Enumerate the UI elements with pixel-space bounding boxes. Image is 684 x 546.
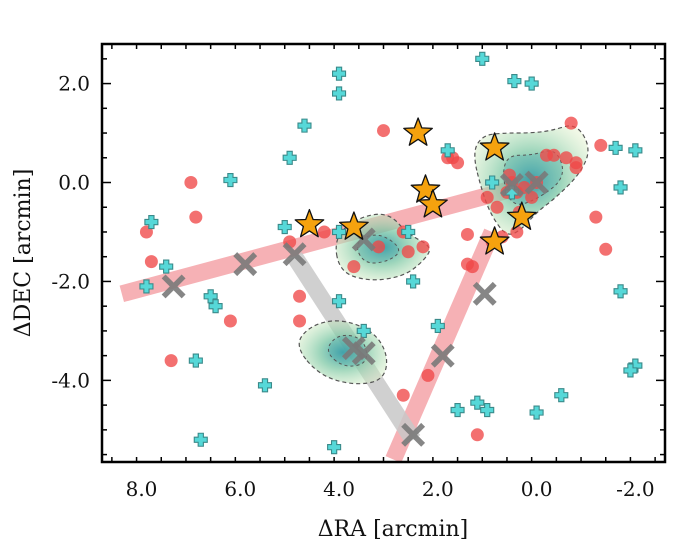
x-tick-label: 6.0 bbox=[224, 477, 256, 501]
red-galaxy-point bbox=[465, 260, 479, 274]
cyan-galaxy-point bbox=[450, 403, 465, 418]
cyan-galaxy-point bbox=[332, 224, 347, 240]
red-galaxy-point bbox=[451, 156, 465, 170]
cyan-galaxy-point bbox=[524, 76, 539, 91]
red-galaxy-point bbox=[569, 161, 583, 175]
red-galaxy-point bbox=[564, 116, 578, 130]
cyan-galaxy-point bbox=[623, 363, 638, 378]
star-point bbox=[506, 201, 537, 230]
cyan-galaxy-point bbox=[159, 259, 174, 274]
red-galaxy-point bbox=[396, 388, 410, 402]
star-point bbox=[479, 132, 510, 161]
x-marker-point bbox=[401, 422, 426, 447]
red-galaxy-point bbox=[223, 314, 237, 328]
y-tick-label: -2.0 bbox=[51, 269, 90, 293]
cyan-galaxy-point bbox=[475, 51, 490, 66]
cyan-galaxy-point bbox=[507, 74, 522, 89]
star-point bbox=[338, 211, 369, 240]
cyan-galaxy-point bbox=[193, 432, 208, 447]
cyan-galaxy-point bbox=[208, 299, 223, 314]
x-tick-label: -2.0 bbox=[616, 477, 655, 501]
cyan-galaxy-point bbox=[188, 353, 203, 368]
cyan-galaxy-point bbox=[608, 140, 623, 155]
x-axis-label: ΔRA [arcmin] bbox=[318, 517, 469, 542]
x-marker-point bbox=[430, 343, 455, 368]
x-marker-point bbox=[161, 274, 186, 299]
y-tick-label: 2.0 bbox=[58, 72, 90, 96]
red-galaxy-point bbox=[416, 240, 430, 254]
star-point bbox=[479, 226, 510, 255]
red-galaxy-point bbox=[421, 368, 435, 382]
red-galaxy-point bbox=[480, 190, 494, 204]
red-galaxy-point bbox=[372, 240, 386, 254]
cyan-galaxy-point bbox=[613, 180, 628, 195]
x-marker-point bbox=[233, 252, 258, 277]
x-marker-point bbox=[351, 341, 376, 366]
red-galaxy-point bbox=[589, 210, 603, 224]
red-galaxy-point bbox=[470, 428, 484, 442]
y-tick-label: 0.0 bbox=[58, 171, 90, 195]
red-galaxy-point bbox=[599, 242, 613, 256]
red-galaxy-point bbox=[293, 289, 307, 303]
red-galaxy-point bbox=[594, 138, 608, 152]
cyan-galaxy-point bbox=[277, 219, 292, 235]
cyan-galaxy-point bbox=[282, 150, 297, 165]
cyan-galaxy-point bbox=[332, 66, 347, 81]
cyan-galaxy-point bbox=[401, 224, 416, 240]
cyan-galaxy-point bbox=[554, 388, 569, 403]
x-marker-point bbox=[282, 242, 307, 267]
cyan-galaxy-point bbox=[144, 215, 159, 230]
x-marker-point bbox=[524, 170, 549, 195]
cyan-galaxy-point bbox=[257, 378, 273, 393]
red-galaxy-point bbox=[189, 210, 203, 224]
cyan-galaxy-point bbox=[628, 358, 643, 373]
red-galaxy-point bbox=[377, 124, 390, 138]
y-tick-label: -4.0 bbox=[51, 368, 90, 392]
cyan-galaxy-point bbox=[356, 323, 371, 338]
x-marker-point bbox=[472, 281, 497, 306]
star-point bbox=[403, 117, 433, 146]
star-point bbox=[294, 208, 325, 238]
cyan-galaxy-point bbox=[485, 175, 500, 190]
cyan-galaxy-point bbox=[480, 403, 495, 418]
cyan-galaxy-point bbox=[529, 405, 544, 420]
red-galaxy-point bbox=[347, 260, 361, 274]
red-galaxy-point bbox=[164, 354, 178, 368]
cyan-galaxy-point bbox=[332, 294, 347, 309]
cyan-galaxy-point bbox=[430, 318, 445, 334]
cyan-galaxy-point bbox=[332, 86, 347, 101]
cyan-galaxy-point bbox=[139, 279, 154, 294]
red-galaxy-point bbox=[559, 151, 573, 165]
red-galaxy-point bbox=[293, 314, 307, 328]
cyan-galaxy-point bbox=[223, 172, 238, 188]
x-tick-label: 8.0 bbox=[126, 477, 158, 501]
star-point bbox=[417, 189, 448, 218]
cyan-galaxy-point bbox=[327, 440, 342, 455]
red-galaxy-point bbox=[144, 255, 158, 269]
cyan-galaxy-point bbox=[440, 143, 455, 158]
cyan-galaxy-point bbox=[470, 395, 485, 410]
cyan-galaxy-point bbox=[406, 274, 421, 289]
red-galaxy-point bbox=[317, 225, 331, 239]
red-galaxy-point bbox=[547, 148, 561, 162]
x-tick-label: 4.0 bbox=[323, 477, 355, 501]
red-galaxy-point bbox=[460, 227, 474, 241]
red-galaxy-point bbox=[401, 245, 415, 259]
red-galaxy-point bbox=[184, 176, 198, 190]
star-point bbox=[410, 174, 441, 203]
red-galaxy-point bbox=[490, 200, 504, 214]
x-tick-label: 2.0 bbox=[422, 477, 454, 501]
pink-filament-west bbox=[119, 174, 539, 303]
cyan-galaxy-point bbox=[613, 284, 628, 299]
cyan-galaxy-point bbox=[297, 118, 312, 133]
y-axis-label: ΔDEC [arcmin] bbox=[11, 169, 36, 338]
x-tick-label: 0.0 bbox=[521, 477, 553, 501]
x-marker-point bbox=[499, 173, 524, 197]
cyan-galaxy-point bbox=[628, 143, 643, 158]
